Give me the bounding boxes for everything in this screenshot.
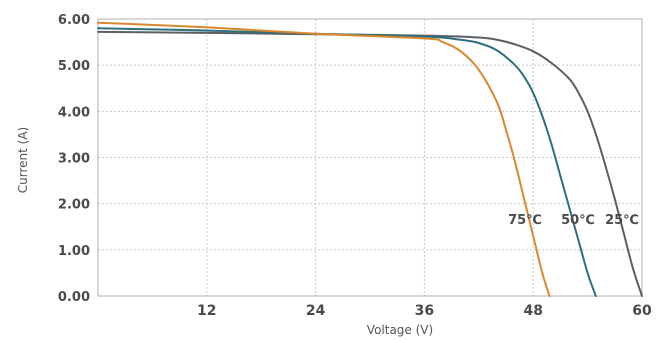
series-labels: 75℃ 50℃ 25℃ — [508, 213, 639, 228]
series-label: 25℃ — [605, 213, 639, 228]
y-tick-label: 0.00 — [58, 290, 90, 305]
x-tick-label: 36 — [415, 303, 434, 319]
series-line-0 — [97, 21, 551, 297]
series-line-1 — [97, 27, 597, 297]
y-tick-label: 1.00 — [58, 244, 90, 259]
series-label: 75℃ — [508, 213, 542, 228]
y-axis-label: Current (A) — [16, 127, 30, 193]
plot-frame — [97, 18, 643, 297]
y-tick-label: 6.00 — [58, 13, 90, 28]
x-tick-label: 48 — [523, 303, 542, 319]
grid — [98, 18, 642, 296]
x-tick-label: 60 — [632, 303, 652, 319]
y-tick-label: 4.00 — [58, 105, 90, 120]
y-tick-label: 3.00 — [58, 152, 90, 167]
x-axis-ticks: 12 24 36 48 60 — [197, 303, 652, 319]
y-axis-ticks: 0.00 1.00 2.00 3.00 4.00 5.00 6.00 — [58, 13, 90, 305]
x-tick-label: 24 — [306, 303, 326, 319]
x-axis-label: Voltage (V) — [367, 323, 433, 337]
y-tick-label: 5.00 — [58, 59, 90, 74]
series-line-2 — [97, 30, 643, 297]
series-label: 50℃ — [561, 213, 595, 228]
y-tick-label: 2.00 — [58, 198, 90, 213]
series-layer — [97, 21, 643, 297]
x-tick-label: 12 — [197, 303, 216, 319]
